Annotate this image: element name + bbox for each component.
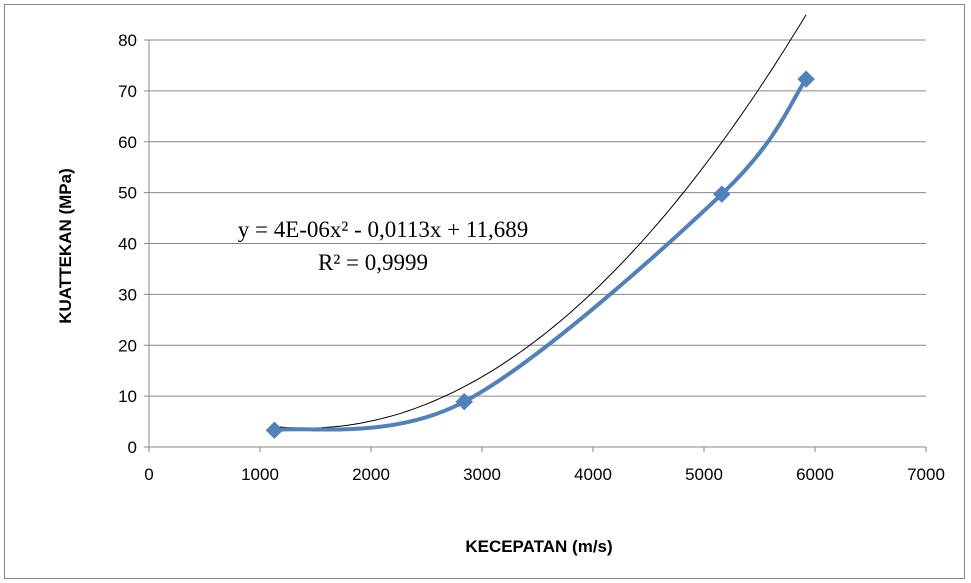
x-axis-title: KECEPATAN (m/s) <box>465 537 612 556</box>
data-point-3 <box>797 70 815 88</box>
y-tick-label-0: 0 <box>128 438 137 457</box>
series-line <box>272 77 809 433</box>
y-axis-title: KUATTEKAN (MPa) <box>56 168 75 324</box>
y-tick-label-10: 10 <box>118 387 137 406</box>
trendline-equation: y = 4E-06x² - 0,0113x + 11,689 <box>238 217 529 242</box>
axes <box>144 39 927 452</box>
y-tick-label-30: 30 <box>118 285 137 304</box>
x-tick-label-2000: 2000 <box>352 465 390 484</box>
y-tick-label-50: 50 <box>118 184 137 203</box>
x-tick-label-7000: 7000 <box>907 465 945 484</box>
x-tick-label-0: 0 <box>144 465 153 484</box>
y-tick-label-40: 40 <box>118 235 137 254</box>
y-tick-labels: 0 10 20 30 40 50 60 70 80 <box>118 31 137 457</box>
chart-frame <box>4 4 965 579</box>
x-tick-label-1000: 1000 <box>241 465 279 484</box>
x-tick-label-5000: 5000 <box>685 465 723 484</box>
gridlines <box>149 39 926 397</box>
data-point-0 <box>265 421 284 439</box>
x-tick-label-4000: 4000 <box>574 465 612 484</box>
data-markers <box>265 70 815 439</box>
y-tick-label-60: 60 <box>118 133 137 152</box>
y-tick-label-70: 70 <box>118 82 137 101</box>
y-tick-label-80: 80 <box>118 31 137 50</box>
trendline-r-squared: R² = 0,9999 <box>318 250 428 275</box>
trendline <box>274 14 807 429</box>
data-point-2 <box>713 185 731 203</box>
y-tick-label-20: 20 <box>118 336 137 355</box>
x-tick-label-6000: 6000 <box>796 465 834 484</box>
x-tick-label-3000: 3000 <box>463 465 501 484</box>
data-point-1 <box>455 393 473 411</box>
x-tick-labels: 0 1000 2000 3000 4000 5000 6000 7000 <box>144 465 945 484</box>
